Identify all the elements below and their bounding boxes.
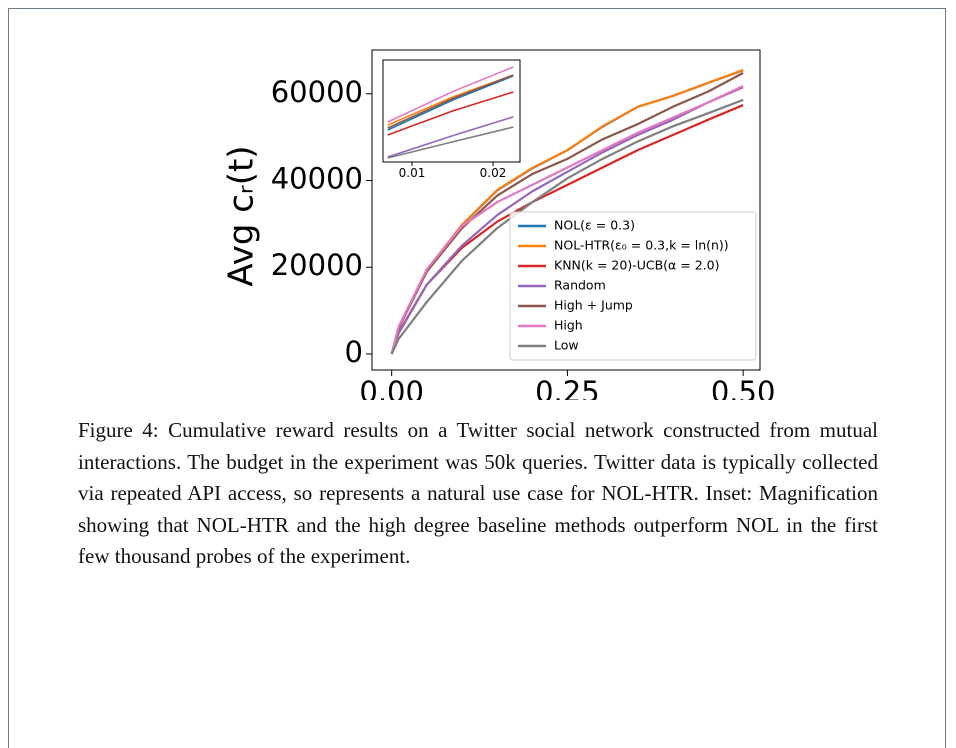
x-tick-label: 0.50: [711, 375, 776, 400]
y-axis-label: Avg cᵣ(t): [222, 145, 262, 286]
line: [387, 75, 514, 131]
line: [387, 116, 514, 158]
line: [390, 84, 744, 355]
line: [387, 74, 514, 129]
line: [387, 91, 514, 136]
x-tick-label: 0.02: [480, 166, 507, 180]
x-tick-label: 0.01: [399, 166, 426, 180]
x-tick-label: 0.00: [359, 375, 424, 400]
plot-lines: [390, 68, 744, 355]
line: [387, 126, 514, 159]
line: [390, 98, 744, 355]
plot-lines: [387, 66, 514, 159]
line: [390, 86, 744, 355]
x-tick-label: 0.25: [535, 375, 600, 400]
legend-label: NOL(ε = 0.3): [554, 218, 635, 233]
legend-box: [509, 211, 757, 361]
legend-label: NOL-HTR(ε₀ = 0.3,k = ln(n)): [554, 238, 729, 253]
legend-label: Low: [554, 338, 579, 353]
legend-label: High: [554, 318, 583, 333]
y-tick-label: 0: [345, 335, 363, 369]
caption: Figure 4: Cumulative reward results on a…: [78, 418, 878, 569]
y-tick-label: 40000: [271, 162, 363, 196]
legend-label: High + Jump: [554, 298, 633, 313]
y-tick-label: 60000: [271, 75, 363, 109]
line: [387, 66, 514, 123]
legend-label: KNN(k = 20)-UCB(α = 2.0): [554, 258, 719, 273]
plot-frame: [382, 59, 521, 163]
page-frame: [8, 8, 946, 748]
plot-frame: [371, 49, 761, 371]
legend-label: Random: [554, 278, 606, 293]
y-tick-label: 20000: [271, 248, 363, 282]
